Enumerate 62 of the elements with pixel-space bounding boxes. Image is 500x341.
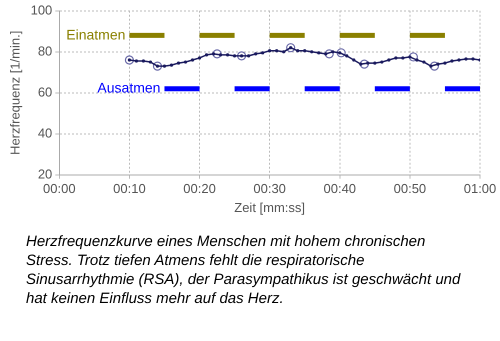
point [394,56,398,60]
point [204,53,208,56]
y-tick-label: 20 [38,166,52,182]
point [247,54,250,58]
point [415,58,418,62]
point [198,56,202,60]
point [387,58,390,62]
point [352,58,356,62]
point [190,58,194,62]
point [170,64,174,67]
x-tick-label: 00:00 [43,181,76,196]
point [401,56,404,60]
y-tick-label: 60 [38,84,52,100]
point [162,64,166,68]
point [142,59,146,63]
point [226,53,230,56]
point [366,61,370,65]
x-tick-label: 00:50 [394,181,426,196]
point [429,64,433,68]
x-tick-label: 00:10 [113,181,146,196]
point [254,52,258,56]
point [296,49,300,52]
point [373,61,376,65]
y-axis-title: Herzfrequenz [1/min.] [7,30,22,155]
point [436,62,440,66]
point [134,59,138,63]
point [471,57,475,61]
point [317,51,320,54]
point [422,60,426,64]
point [464,57,468,61]
point [450,59,454,63]
y-tick-label: 100 [30,2,52,18]
point [303,49,306,52]
y-tick-label: 80 [38,43,52,58]
point [443,61,447,65]
point [282,50,286,54]
point [176,61,180,65]
point [184,60,188,64]
point [310,50,314,54]
x-tick-label: 00:20 [183,181,216,196]
point [148,60,152,64]
point [408,55,412,59]
x-tick-label: 00:30 [253,181,286,196]
text: Herzfrequenzkurve eines Menschen mit hohem chronischen Stress. Trotz tiefen Atmens fehlt die respiratorische Sinusarrhythmie (RSA), der Parasympathikus ist geschwächt und hat keinen Einfluss mehr auf das Herz. [26,232,462,308]
point [331,50,334,54]
point [380,60,384,64]
point [345,54,348,58]
point [324,52,328,56]
point [212,52,216,56]
point [268,49,272,52]
point [218,53,222,56]
x-axis-title: Zeit [mm:ss] [234,200,306,215]
point [275,49,278,52]
x-tick-label: 00:40 [323,181,356,196]
series-label: Einatmen [66,26,126,42]
point [359,62,362,66]
point [457,58,461,62]
x-tick-label: 01:00 [464,181,496,196]
y-tick-label: 40 [38,125,52,140]
point [261,51,264,54]
series-label: Ausatmen [97,80,160,96]
point [232,54,236,58]
